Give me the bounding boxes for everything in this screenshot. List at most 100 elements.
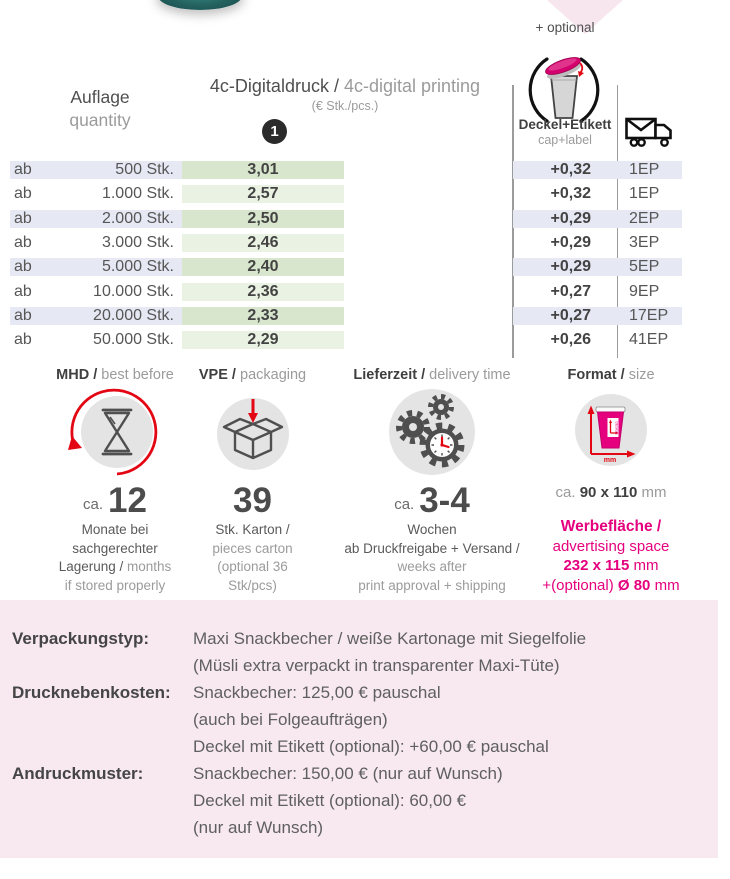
vpe-line: Stk/pcs) <box>228 577 277 593</box>
row-price: 2,46 <box>182 234 344 253</box>
print-label-de: 4c-Digitaldruck / <box>209 76 339 96</box>
row-quantity: 500 Stk. <box>44 161 182 180</box>
row-quantity: 20.000 Stk. <box>44 306 182 325</box>
detail-line: Deckel mit Etikett (optional): 60,00 € <box>193 791 467 810</box>
mhd-title-en: best before <box>101 367 174 383</box>
detail-line: (auch bei Folgeaufträgen) <box>193 710 388 729</box>
info-mhd: MHD / best before ca. 12 Monate bei sach… <box>20 366 210 595</box>
detail-line: Snackbecher: 125,00 € pauschal <box>193 683 441 702</box>
row-cap-price: +0,29 <box>550 234 591 252</box>
row-prefix: ab <box>14 282 32 300</box>
table-row: ab 1.000 Stk. 2,57 +0,32 1EP <box>10 182 682 206</box>
optional-label: + optional <box>535 20 595 35</box>
ad-title-de: Werbefläche / <box>560 518 662 535</box>
row-price: 2,33 <box>182 306 344 325</box>
price-table: ab 500 Stk. 3,01 +0,32 1EP ab 1.000 Stk.… <box>10 158 682 352</box>
cup-dimensions-icon: DESIGN mm <box>575 394 647 466</box>
ad-size: 232 x 115 <box>563 557 630 574</box>
print-column-header: 4c-Digitaldruck / 4c-digital printing (€… <box>180 76 510 113</box>
detail-row: Drucknebenkosten: Snackbecher: 125,00 € … <box>0 679 718 760</box>
mhd-line: Lagerung / <box>58 559 128 574</box>
cap-column-header: Deckel+Etikett cap+label <box>513 117 617 147</box>
lieferzeit-title-en: delivery time <box>429 367 511 383</box>
quantity-label-de: Auflage <box>70 87 130 107</box>
table-row: ab 3.000 Stk. 2,46 +0,29 3EP <box>10 231 682 255</box>
mhd-line: Monate bei <box>81 522 149 537</box>
info-vpe: VPE / packaging 39 Stk. Karton / pieces … <box>170 366 335 595</box>
lieferzeit-line: ab Druckfreigabe + Versand / <box>344 540 520 556</box>
row-cap-price: +0,32 <box>513 161 617 180</box>
shipping-truck-icon <box>625 117 672 147</box>
row-prefix: ab <box>14 331 32 349</box>
print-label-en: 4c-digital printing <box>343 76 481 96</box>
detail-line: (Müsli extra verpackt in transparenter M… <box>193 656 560 675</box>
row-cap-price: +0,27 <box>550 282 591 300</box>
mm-label: mm <box>604 457 616 464</box>
row-price: 2,36 <box>182 282 344 301</box>
format-title-en: size <box>628 367 655 383</box>
design-label: DESIGN <box>615 422 619 436</box>
cap-label-en: cap+label <box>538 132 592 147</box>
detail-lines: Snackbecher: 125,00 € pauschal (auch bei … <box>193 679 718 760</box>
row-prefix: ab <box>14 185 32 203</box>
lieferzeit-ca: ca. <box>394 496 415 513</box>
product-photo-cutoff <box>158 0 242 10</box>
row-cap-price: +0,29 <box>513 258 617 277</box>
row-shipping: 3EP <box>629 234 660 252</box>
mhd-ca: ca. <box>83 496 104 513</box>
row-cap-price: +0,27 <box>513 306 617 325</box>
hourglass-icon <box>68 388 158 476</box>
vpe-title-en: packaging <box>240 367 307 383</box>
detail-row: Verpackungstyp: Maxi Snackbecher / weiße… <box>0 625 718 679</box>
vpe-value: 39 <box>233 481 272 520</box>
vpe-line: Stk. Karton / <box>215 522 290 537</box>
detail-line: Maxi Snackbecher / weiße Kartonage mit S… <box>193 629 587 648</box>
gears-clock-icon <box>389 389 475 475</box>
ad-optional: +(optional) <box>542 576 618 594</box>
row-shipping: 2EP <box>617 209 682 228</box>
cap-label-de: Deckel+Etikett <box>518 117 612 132</box>
row-price: 2,29 <box>182 331 344 350</box>
row-prefix: ab <box>10 258 44 277</box>
advertising-space-block: Werbefläche / advertising space 232 x 11… <box>515 517 707 595</box>
row-prefix: ab <box>10 306 44 325</box>
table-row: ab 50.000 Stk. 2,29 +0,26 41EP <box>10 328 682 352</box>
lieferzeit-value: 3-4 <box>419 481 470 520</box>
print-unit-label: (€ Stk./pcs.) <box>311 99 379 113</box>
vpe-line: (optional 36 <box>217 559 288 574</box>
detail-lines: Snackbecher: 150,00 € (nur auf Wunsch) De… <box>193 760 718 841</box>
table-row: ab 2.000 Stk. 2,50 +0,29 2EP <box>10 207 682 231</box>
row-shipping: 5EP <box>617 258 682 277</box>
row-quantity: 3.000 Stk. <box>101 234 174 252</box>
row-shipping: 1EP <box>617 161 682 180</box>
row-quantity: 2.000 Stk. <box>44 209 182 228</box>
lieferzeit-line: Wochen <box>407 522 457 537</box>
row-price: 2,40 <box>182 258 344 277</box>
detail-line: Snackbecher: 150,00 € (nur auf Wunsch) <box>193 764 503 783</box>
vpe-title-de: VPE / <box>198 367 236 383</box>
row-price: 2,57 <box>182 185 344 204</box>
row-quantity: 10.000 Stk. <box>93 282 174 300</box>
detail-label: Verpackungstyp: <box>12 629 149 648</box>
row-prefix: ab <box>10 161 44 180</box>
table-row: ab 20.000 Stk. 2,33 +0,27 17EP <box>10 304 682 328</box>
column-divider <box>512 85 514 358</box>
row-shipping: 17EP <box>617 306 682 325</box>
detail-lines: Maxi Snackbecher / weiße Kartonage mit S… <box>193 625 718 679</box>
lieferzeit-line: weeks after <box>397 559 467 574</box>
mhd-title-de: MHD / <box>56 367 98 383</box>
info-format: Format / size DESIGN mm ca. 90 x 110 mm <box>515 366 707 595</box>
cup-with-lid-icon <box>528 57 600 123</box>
row-prefix: ab <box>10 209 44 228</box>
format-title-de: Format / <box>567 367 625 383</box>
row-cap-price: +0,29 <box>513 209 617 228</box>
detail-row: Andruckmuster: Snackbecher: 150,00 € (nu… <box>0 760 718 841</box>
mhd-line: sachgerechter <box>72 540 158 556</box>
row-quantity: 50.000 Stk. <box>93 331 174 349</box>
table-row: ab 5.000 Stk. 2,40 +0,29 5EP <box>10 255 682 279</box>
row-cap-price: +0,32 <box>550 185 591 203</box>
lieferzeit-title-de: Lieferzeit / <box>353 367 426 383</box>
table-row: ab 500 Stk. 3,01 +0,32 1EP <box>10 158 682 182</box>
quantity-label-en: quantity <box>69 110 131 130</box>
